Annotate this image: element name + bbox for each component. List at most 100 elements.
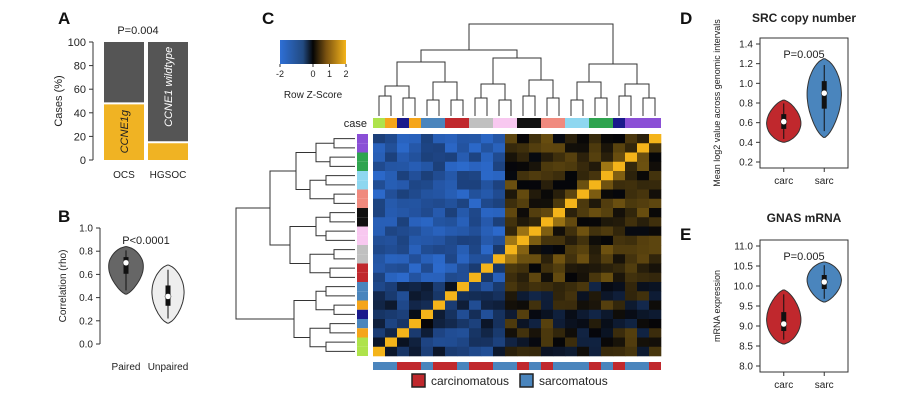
heatmap-cell (565, 198, 578, 209)
heatmap-cell (397, 161, 410, 172)
heatmap-cell (445, 291, 458, 301)
heatmap-cell (529, 254, 542, 264)
heatmap-cell (625, 161, 638, 172)
panel-c-letter: C (262, 9, 274, 28)
heatmap-cell (613, 134, 626, 144)
panel-a-y-tick-label: 80 (74, 61, 86, 73)
heatmap-cell (541, 208, 554, 218)
column-dendrogram-branch (402, 97, 416, 104)
heatmap-cell (505, 235, 518, 246)
heatmap-cell (481, 198, 494, 209)
heatmap-cell (589, 198, 602, 209)
heatmap-cell (469, 226, 482, 237)
heatmap-cell (397, 337, 410, 348)
heatmap-cell (517, 309, 530, 320)
histotype-color-cell (601, 362, 613, 370)
heatmap-cell (469, 300, 482, 311)
heatmap-cell (637, 235, 650, 246)
panel-d-y-ticks: 0.2 0.4 0.6 0.8 1.0 1.2 1.4 (739, 40, 760, 169)
panel-b-x-tick-label: Unpaired (148, 362, 189, 373)
heatmap-cell (457, 226, 470, 237)
heatmap-cell (601, 189, 614, 200)
column-dendrogram-branch (378, 95, 392, 104)
heatmap-cell (613, 143, 626, 153)
heatmap-cell (625, 217, 638, 227)
heatmap-cell (433, 245, 446, 255)
heatmap-cell (469, 217, 482, 227)
heatmap-cell (445, 309, 458, 320)
heatmap-cell (637, 309, 650, 320)
heatmap-cell (397, 235, 410, 246)
panel-a-y-ticks: 0 20 40 60 80 100 (68, 37, 93, 167)
heatmap-cell (565, 189, 578, 200)
heatmap-cell (481, 143, 494, 153)
column-dendrogram (378, 23, 656, 116)
heatmap-cell (577, 189, 590, 200)
row-case-color-cell (357, 189, 368, 199)
heatmap-cell (517, 189, 530, 200)
heatmap-cell (481, 152, 494, 163)
panel-b-y-tick-label: 0.0 (79, 340, 93, 351)
heatmap-cell (457, 134, 470, 144)
heatmap-cell (541, 272, 554, 283)
heatmap-cell (433, 152, 446, 163)
heatmap-cell (421, 309, 434, 320)
column-case-color-bar (373, 118, 661, 128)
heatmap-cell (457, 143, 470, 153)
histotype-color-cell (637, 362, 649, 370)
column-dendrogram-branch (528, 79, 554, 98)
heatmap-cell (577, 235, 590, 246)
heatmap-cell (601, 319, 614, 329)
panel-b-x-tick-label: Paired (112, 362, 141, 373)
color-key-bar (280, 40, 346, 64)
heatmap-cell (481, 208, 494, 218)
heatmap-cell (553, 161, 566, 172)
heatmap-cell (529, 180, 542, 190)
heatmap-cell (589, 282, 602, 292)
color-key-tick-label: 0 (310, 69, 315, 79)
heatmap-cell (577, 337, 590, 348)
heatmap-cell (445, 171, 458, 181)
row-dendrogram-branch (333, 138, 350, 149)
histotype-color-cell (421, 362, 433, 370)
heatmap-cell (457, 208, 470, 218)
heatmap-cell (649, 337, 662, 348)
heatmap-cell (481, 161, 494, 172)
heatmap-cell (373, 189, 386, 200)
heatmap-cell (625, 245, 638, 255)
heatmap-cell (421, 171, 434, 181)
heatmap-cell (457, 291, 470, 301)
panel-d-y-tick-label: 0.4 (739, 138, 753, 149)
heatmap-cell (373, 272, 386, 283)
heatmap-cell (541, 161, 554, 172)
heatmap-cell (481, 337, 494, 348)
panel-d-y-tick-label: 1.4 (739, 40, 753, 51)
heatmap-cell (541, 309, 554, 320)
column-case-color-cell (577, 118, 589, 128)
heatmap-cell (481, 217, 494, 227)
heatmap-cell (541, 217, 554, 227)
row-case-color-cell (357, 152, 368, 162)
row-dendrogram-branch (315, 290, 334, 311)
heatmap-cell (505, 346, 518, 357)
heatmap-cell (529, 282, 542, 292)
histotype-color-cell (493, 362, 505, 370)
heatmap-cell (373, 282, 386, 292)
heatmap-cell (493, 272, 506, 283)
heatmap-cell (589, 208, 602, 218)
heatmap-cell (385, 152, 398, 163)
heatmap-cell (601, 282, 614, 292)
heatmap-cell (493, 254, 506, 264)
heatmap-cell (553, 189, 566, 200)
column-dendrogram-branch (522, 95, 536, 104)
panel-e-y-tick-label: 10.0 (734, 282, 754, 293)
heatmap-cell (529, 245, 542, 255)
column-case-color-cell (481, 118, 493, 128)
heatmap-cell (409, 263, 422, 274)
heatmap-cell (505, 300, 518, 311)
heatmap-cell (541, 291, 554, 301)
heatmap-cell (457, 328, 470, 338)
heatmap-cell (445, 198, 458, 209)
heatmap-cell (505, 226, 518, 237)
heatmap-cell (457, 346, 470, 357)
